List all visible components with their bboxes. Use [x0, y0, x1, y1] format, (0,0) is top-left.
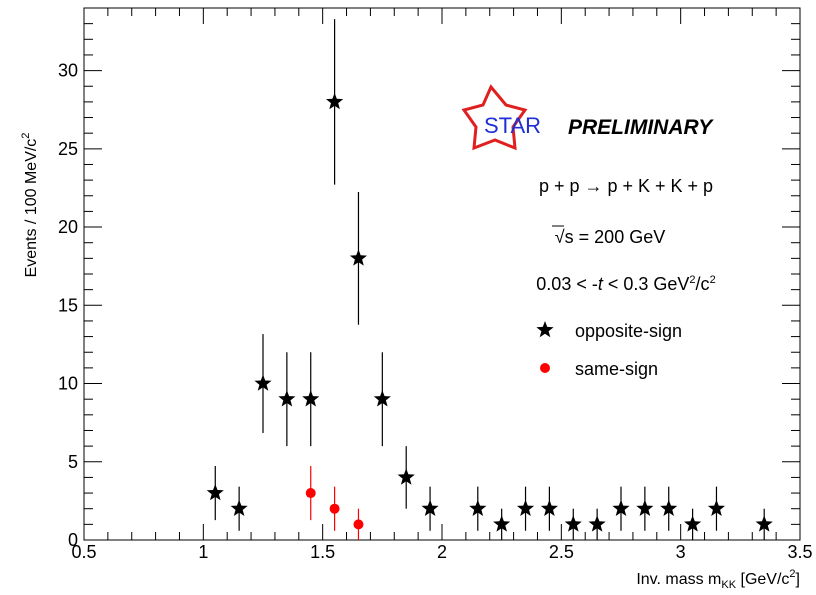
preliminary-label: PRELIMINARY [568, 116, 714, 139]
legend-marker-opposite-sign [536, 321, 554, 338]
x-tick-label: 2.5 [549, 542, 574, 562]
t-range-label: 0.03 < -t < 0.3 GeV2/c2 [536, 274, 715, 294]
same-sign-point [305, 488, 316, 499]
reaction-label: p + p → p + K + K + p [539, 176, 713, 196]
energy-label: √s = 200 GeV [555, 227, 665, 247]
y-tick-label: 20 [58, 217, 78, 237]
x-tick-label: 3.5 [787, 542, 812, 562]
x-tick-label: 1.5 [310, 542, 335, 562]
y-tick-label: 10 [58, 374, 78, 394]
y-tick-label: 5 [68, 452, 78, 472]
opposite-sign-point [660, 499, 678, 516]
opposite-sign-point [326, 92, 344, 110]
opposite-sign-point [206, 484, 224, 501]
x-tick-label: 1 [198, 542, 208, 562]
star-logo-icon [461, 84, 528, 151]
x-tick-label: 3 [676, 542, 686, 562]
y-tick-label: 15 [58, 295, 78, 315]
opposite-sign-point [230, 499, 248, 516]
data-layer [206, 19, 773, 540]
legend-opposite-sign-icon [536, 321, 554, 338]
legend: opposite-sign same-sign [536, 321, 682, 379]
same-sign-point [353, 519, 364, 530]
x-axis-title: Inv. mass mKK [GeV/c2] [636, 568, 800, 591]
y-tick-label: 0 [68, 530, 78, 550]
legend-label-same-sign: same-sign [575, 359, 658, 379]
y-tick-label: 30 [58, 61, 78, 81]
opposite-sign-point [373, 390, 391, 407]
star-logo: STAR [461, 84, 541, 151]
opposite-sign-point [588, 515, 606, 532]
y-tick-label: 25 [58, 139, 78, 159]
legend-label-opposite-sign: opposite-sign [575, 321, 682, 341]
y-axis-title: Events / 100 MeV/c2 [20, 133, 40, 278]
opposite-sign-point [564, 515, 582, 532]
opposite-sign-point [397, 468, 415, 485]
opposite-sign-point [421, 499, 439, 516]
opposite-sign-point [517, 499, 535, 516]
opposite-sign-point [612, 499, 630, 516]
opposite-sign-point [302, 390, 320, 407]
star-logo-text: STAR [484, 113, 541, 138]
opposite-sign-point [349, 249, 367, 266]
x-tick-label: 2 [437, 542, 447, 562]
opposite-sign-point [469, 499, 487, 516]
opposite-sign-point [707, 499, 725, 516]
x-tick-label: 0.5 [71, 542, 96, 562]
opposite-sign-point [254, 374, 272, 391]
opposite-sign-point [278, 390, 296, 407]
opposite-sign-point [755, 515, 773, 532]
opposite-sign-point [493, 515, 511, 532]
same-sign-point [329, 503, 340, 514]
axes: 0.5 1 1.5 2 2.5 3 3.5 0 5 10 15 20 25 30 [58, 7, 813, 562]
legend-marker-same-sign [540, 363, 550, 373]
legend-same-sign-icon [540, 363, 550, 373]
opposite-sign-point [636, 499, 654, 516]
opposite-sign-point [540, 499, 558, 516]
opposite-sign-point [684, 515, 702, 532]
